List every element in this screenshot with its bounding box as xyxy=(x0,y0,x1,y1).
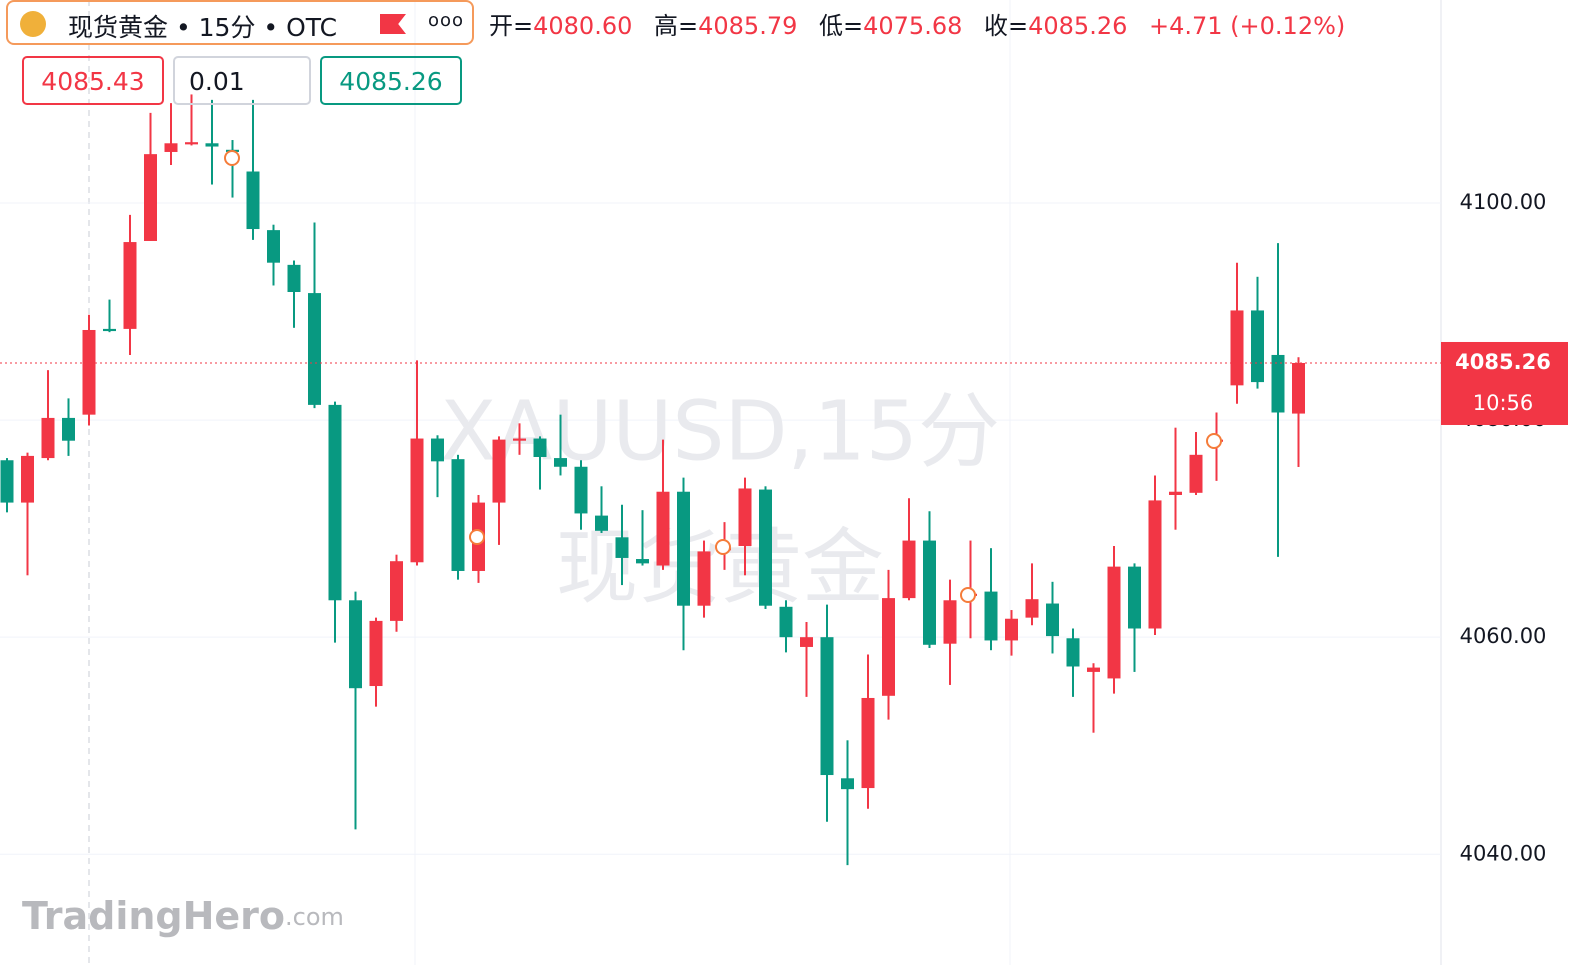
candle-body xyxy=(0,460,14,503)
y-tick-label: 4100.00 xyxy=(1460,190,1547,214)
candle-body xyxy=(1251,310,1264,383)
candle-body xyxy=(451,459,465,571)
ohlc-value: 4085.79 xyxy=(698,12,798,40)
candle-body xyxy=(1025,599,1039,618)
candle-body xyxy=(656,491,670,566)
event-marker[interactable] xyxy=(469,529,485,545)
event-marker[interactable] xyxy=(224,150,240,166)
candle-body xyxy=(902,540,916,599)
candle-body xyxy=(1230,310,1244,386)
candle-body xyxy=(492,439,506,503)
candle-body xyxy=(308,293,321,405)
candle-body xyxy=(615,537,629,558)
candle-body xyxy=(677,491,690,606)
event-marker[interactable] xyxy=(960,587,976,603)
candle-body xyxy=(390,561,403,621)
candle-body xyxy=(82,329,96,415)
candle-body xyxy=(779,606,793,638)
candle-body xyxy=(984,591,998,641)
candle-body xyxy=(882,598,895,696)
candle-body xyxy=(164,143,178,152)
candle-body xyxy=(349,600,362,689)
candle-body xyxy=(410,438,424,563)
candle-body xyxy=(185,142,198,145)
quantity-input[interactable]: 0.01 xyxy=(173,56,311,105)
candle-body xyxy=(554,458,567,467)
candle-body xyxy=(62,417,75,441)
logo-text: TradingHero xyxy=(22,894,285,938)
sell-button[interactable]: 4085.43 xyxy=(22,56,164,105)
event-marker[interactable] xyxy=(715,539,731,555)
y-tick-label: 4060.00 xyxy=(1460,624,1547,648)
change: +4.71 (+0.12%) xyxy=(1149,12,1346,40)
ohlc-label: 低= xyxy=(819,12,864,40)
buy-button[interactable]: 4085.26 xyxy=(320,56,462,105)
watermark: 现货黄金 xyxy=(556,520,884,615)
candle-body xyxy=(41,417,55,459)
price-tag-label: 4085.26 xyxy=(1455,350,1551,374)
candle-body xyxy=(943,600,957,644)
candle-body xyxy=(800,637,813,647)
candle-body xyxy=(369,620,383,687)
candle-body xyxy=(328,404,342,601)
symbol: 现货黄金 • 15分 • OTC xyxy=(68,13,338,42)
watermark: XAUUSD,15分 xyxy=(440,384,1000,479)
candle-body xyxy=(431,438,444,462)
candle-body xyxy=(1087,667,1100,672)
event-marker[interactable] xyxy=(1206,433,1222,449)
candle-body xyxy=(1148,500,1162,629)
candle-body xyxy=(1107,566,1121,679)
logo: TradingHero.com xyxy=(22,894,344,938)
candle-body xyxy=(1169,491,1182,495)
candle-body xyxy=(738,488,752,547)
candle-body xyxy=(595,515,608,531)
flag xyxy=(380,14,406,34)
candle-body xyxy=(841,778,854,790)
candle-body xyxy=(103,328,116,332)
candle-body xyxy=(759,489,772,606)
candle-body xyxy=(533,438,547,457)
candle-body xyxy=(1189,454,1203,493)
candle-body xyxy=(1005,618,1018,641)
candle-body xyxy=(636,559,649,564)
candle-body xyxy=(861,697,875,789)
ohlc-label: 收= xyxy=(984,12,1029,40)
countdown: 10:56 xyxy=(1473,391,1534,415)
candle-body xyxy=(1128,566,1141,629)
price-tag xyxy=(1441,341,1568,425)
more[interactable]: ooo xyxy=(428,10,465,31)
candle-body xyxy=(697,551,711,606)
candle-body xyxy=(923,540,936,645)
ohlc-value: 4075.68 xyxy=(863,12,963,40)
candle-body xyxy=(246,171,260,230)
candle-body xyxy=(1046,603,1059,637)
candle-body xyxy=(21,455,34,503)
symbol-icon xyxy=(20,11,46,37)
candle-body xyxy=(1066,638,1080,667)
candle-body xyxy=(1271,354,1285,413)
logo-suffix: .com xyxy=(285,903,344,931)
candle-body xyxy=(144,154,157,241)
y-tick-label: 4040.00 xyxy=(1460,841,1547,865)
ohlc-value: 4085.26 xyxy=(1028,12,1128,40)
candle-body xyxy=(205,143,219,147)
candle-body xyxy=(267,230,280,263)
candle-body xyxy=(123,242,137,329)
candle-body xyxy=(513,438,526,441)
candle-body xyxy=(820,637,834,776)
candle-body xyxy=(287,264,301,292)
symbol-box[interactable]: 现货黄金 • 15分 • OTC ooo xyxy=(6,0,474,45)
ohlc-label: 开= xyxy=(489,12,534,40)
ohlc: 开=4080.60 高=4085.79 低=4075.68 收=4085.26 … xyxy=(489,6,1345,41)
candle-body xyxy=(574,466,588,514)
ohlc-value: 4080.60 xyxy=(533,12,633,40)
ohlc-label: 高= xyxy=(654,12,699,40)
candle-body xyxy=(1292,362,1305,414)
